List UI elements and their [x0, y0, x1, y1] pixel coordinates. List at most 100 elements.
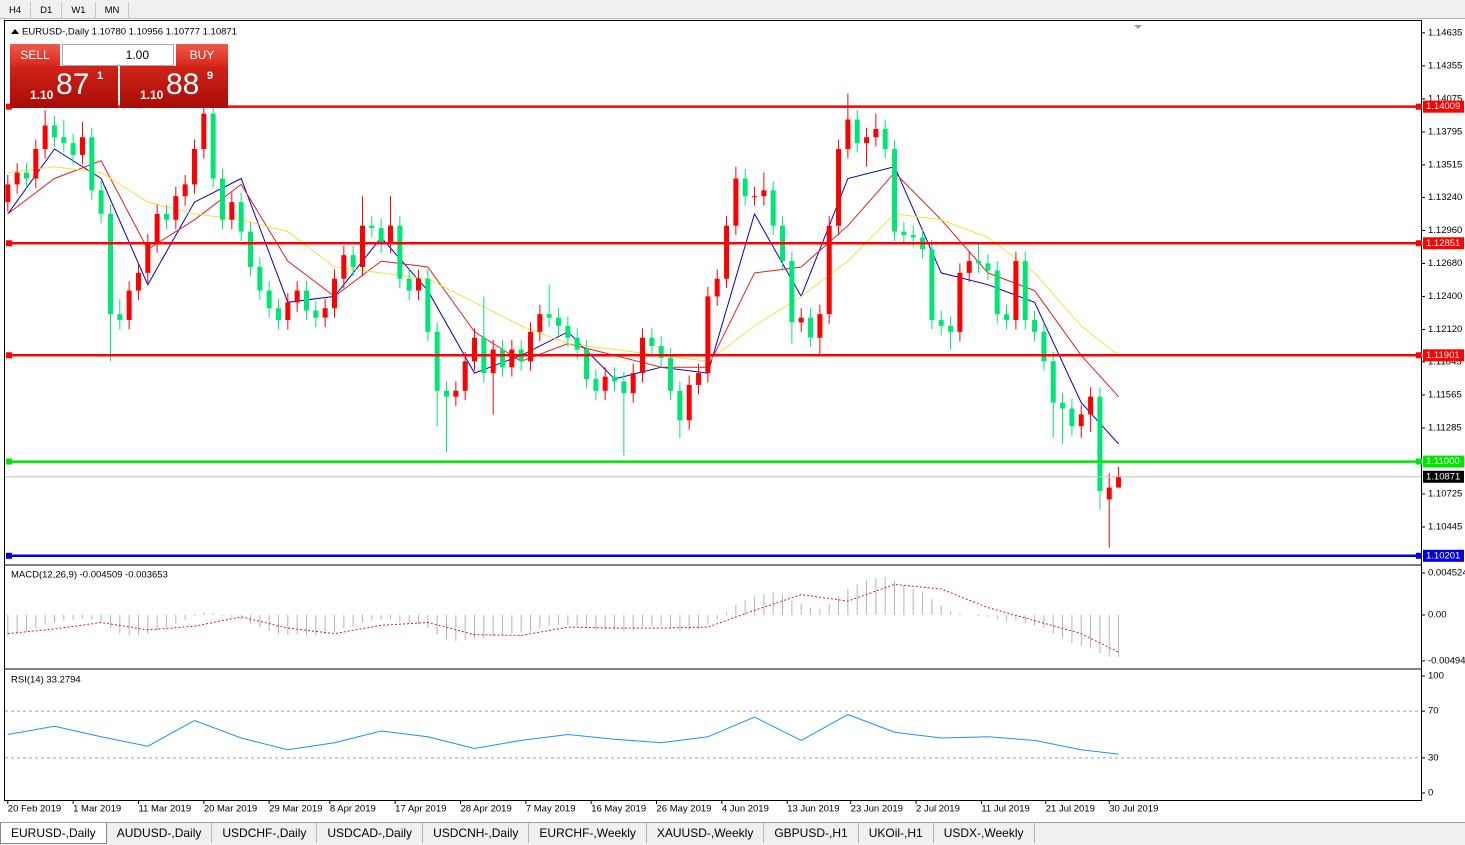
period-button[interactable]: MN — [96, 2, 130, 19]
candle-body — [14, 172, 20, 185]
macd-signal — [7, 583, 1119, 653]
rsi-title: RSI(14) 33.2794 — [11, 675, 81, 686]
candle-body — [976, 261, 982, 264]
candle-body — [929, 249, 935, 321]
level-label-box — [1423, 455, 1464, 468]
chart-header: EURUSD-,Daily 1.10780 1.10956 1.10777 1.… — [22, 27, 237, 38]
level-handle — [1416, 240, 1422, 247]
candle-body — [630, 373, 636, 394]
y-tick-label: 30 — [1428, 752, 1439, 763]
level-label: 1.11901 — [1426, 350, 1460, 361]
x-tick-label: 23 Jun 2019 — [851, 804, 903, 815]
y-tick-label: 100 — [1428, 671, 1444, 682]
chart-tab[interactable]: USDCAD-,Daily — [317, 823, 424, 843]
chart-tab[interactable]: GBPUSD-,H1 — [764, 823, 859, 843]
current-price-label: 1.10871 — [1426, 471, 1460, 482]
y-tick-label: 1.13795 — [1428, 126, 1462, 137]
candle-body — [826, 225, 832, 315]
y-tick-label: 1.14075 — [1428, 93, 1462, 104]
sell-button[interactable]: SELL — [10, 44, 60, 66]
y-tick-label: 1.11845 — [1428, 356, 1462, 367]
candle-body — [1060, 402, 1066, 409]
candle-body — [696, 373, 702, 385]
chart-tab[interactable]: EURUSD-,Daily — [0, 823, 107, 844]
candle-body — [705, 296, 711, 374]
candle-body — [33, 149, 39, 179]
candle-body — [621, 381, 627, 394]
level-label: 1.12851 — [1426, 238, 1460, 249]
chart-tab[interactable]: UKOil-,H1 — [859, 823, 934, 843]
candle-body — [668, 357, 674, 391]
candle-body — [42, 125, 48, 150]
candle-body — [303, 290, 309, 311]
candle-body — [864, 137, 870, 144]
chart-tabs: EURUSD-,Daily AUDUSD-,Daily USDCHF-,Daily U… — [0, 822, 1465, 845]
chart-shift-marker[interactable] — [1134, 25, 1142, 29]
level-label-box — [1423, 349, 1464, 362]
price-point: 9 — [207, 70, 214, 82]
candle-body — [360, 225, 366, 267]
period-button[interactable]: D1 — [31, 2, 63, 19]
candle-body — [845, 119, 851, 150]
y-tick-label: 1.14355 — [1428, 60, 1462, 71]
candle-body — [388, 225, 394, 244]
level-label-box — [1423, 237, 1464, 250]
chart-tab[interactable]: XAUUSD-,Weekly — [647, 823, 765, 843]
candle-body — [574, 337, 580, 350]
candle-body — [369, 225, 375, 229]
candle-body — [565, 325, 571, 338]
candle-body — [275, 308, 281, 321]
candle-body — [910, 235, 916, 238]
candle-body — [584, 349, 590, 380]
candle-body — [145, 243, 151, 273]
candle-body — [537, 314, 543, 332]
candle-body — [247, 231, 253, 267]
candle-body — [341, 255, 347, 279]
period-button[interactable]: H4 — [0, 2, 32, 19]
candle-body — [51, 125, 57, 138]
candle-body — [789, 261, 795, 323]
candle-body — [1088, 396, 1094, 415]
candle-body — [201, 113, 207, 150]
y-tick-label: 1.11285 — [1428, 422, 1462, 433]
candle-body — [1013, 261, 1019, 321]
level-label-box — [1423, 100, 1464, 113]
candle-body — [416, 278, 422, 291]
level-handle — [6, 352, 12, 359]
x-tick-label: 26 May 2019 — [657, 804, 712, 815]
y-tick-label: 1.12400 — [1428, 291, 1462, 302]
chart-tab[interactable]: USDX-,Weekly — [934, 823, 1035, 843]
chart-tab[interactable]: USDCHF-,Daily — [212, 823, 318, 843]
y-tick-label: 0.004524 — [1428, 567, 1465, 578]
candle-body — [528, 331, 534, 362]
candle-body — [229, 202, 235, 220]
candle-body — [901, 231, 907, 236]
candle-body — [98, 190, 104, 214]
y-tick-label: 1.13240 — [1428, 192, 1462, 203]
y-tick-label: -0.00494 — [1428, 655, 1465, 666]
chart-frame — [4, 20, 1422, 801]
y-tick-label: 1.13515 — [1428, 159, 1462, 170]
lot-input[interactable]: 1.00 — [62, 44, 174, 66]
candle-body — [5, 184, 11, 203]
chart-tab[interactable]: EURCHF-,Weekly — [529, 823, 647, 843]
buy-button[interactable]: BUY — [176, 44, 228, 66]
collapse-arrow[interactable] — [11, 29, 19, 34]
level-label: 1.11000 — [1426, 456, 1460, 467]
ask-price[interactable]: 1.10 88 9 — [120, 66, 228, 108]
period-button[interactable]: W1 — [62, 2, 96, 19]
candle-body — [985, 263, 991, 271]
chart-tab[interactable]: USDCNH-,Daily — [423, 823, 530, 843]
macd-title: MACD(12,26,9) -0.004509 -0.003653 — [11, 570, 168, 581]
candle-body — [191, 149, 197, 185]
candle-body — [836, 149, 842, 226]
candle-body — [873, 128, 879, 138]
x-tick-label: 21 Jul 2019 — [1046, 804, 1095, 815]
y-tick-label: 1.11565 — [1428, 389, 1462, 400]
bid-price[interactable]: 1.10 87 1 — [10, 66, 118, 108]
candle-body — [238, 202, 244, 232]
chart-tab[interactable]: AUDUSD-,Daily — [107, 823, 213, 843]
candle-body — [677, 390, 683, 421]
candle-body — [294, 290, 300, 303]
level-handle — [6, 458, 12, 465]
